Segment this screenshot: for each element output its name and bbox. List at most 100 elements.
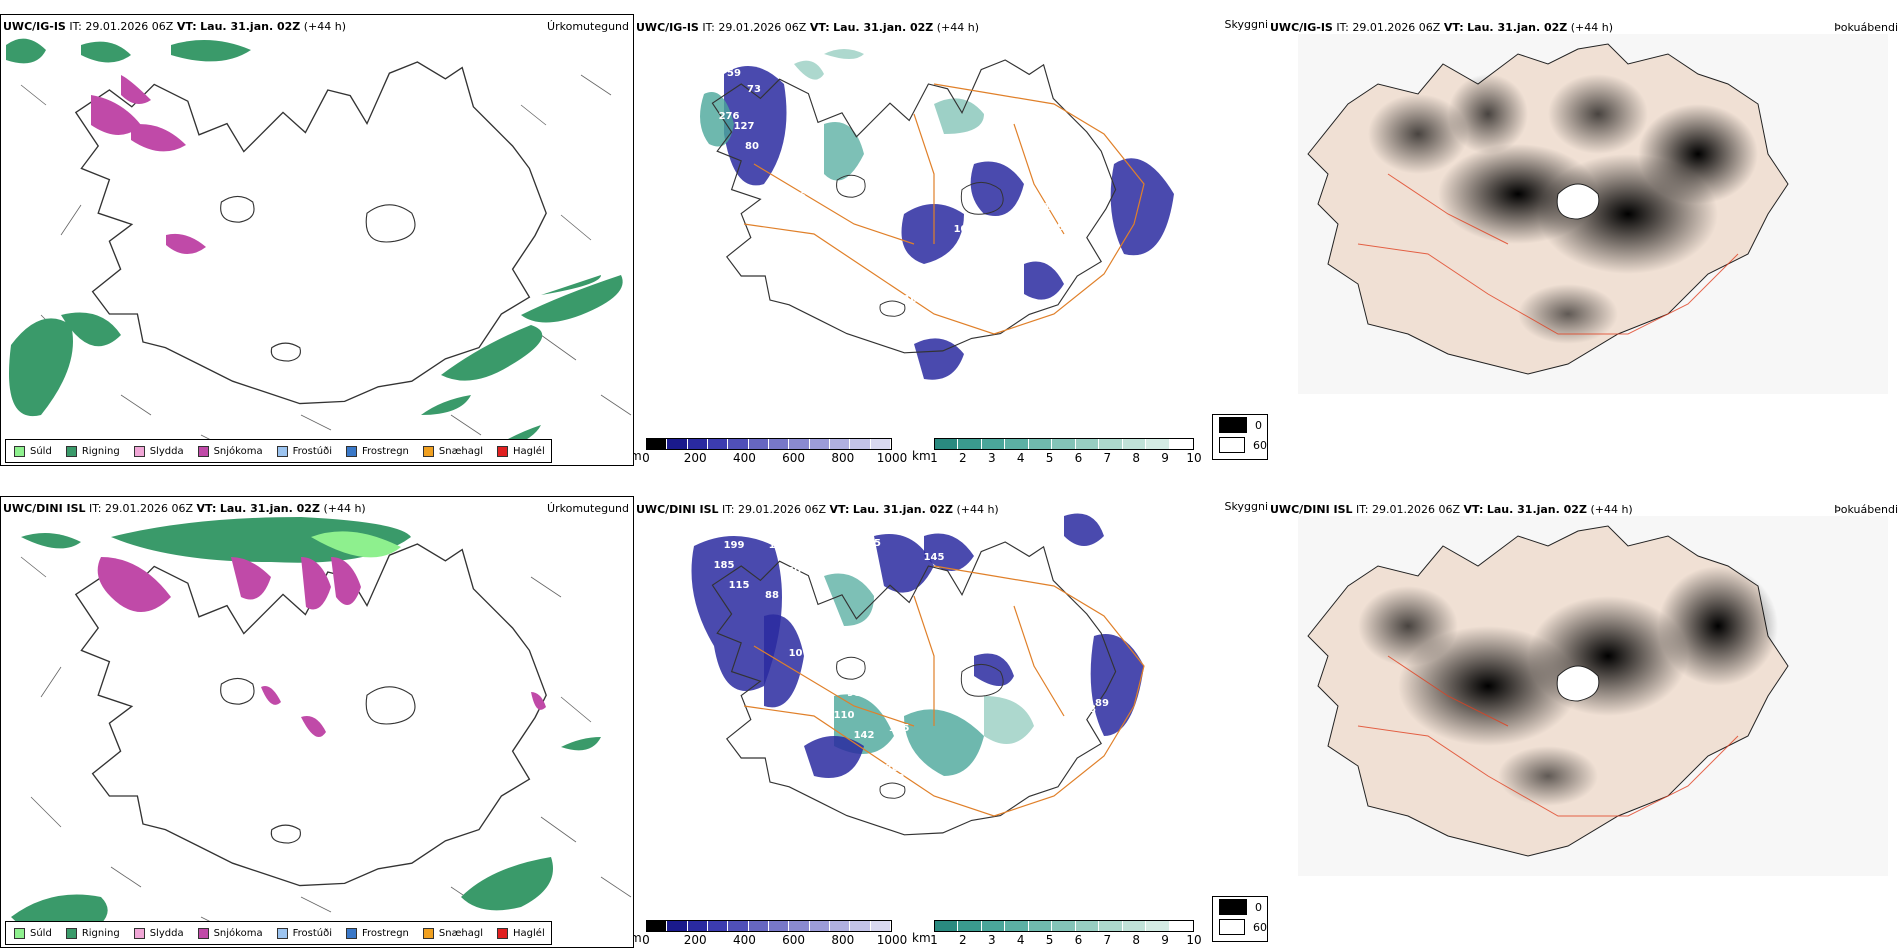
legend-swatch [422, 927, 434, 939]
legend-swatch [65, 927, 77, 939]
visibility-map: 199 190 185 60 115 88 51 63 53 107 87 98 110 142 135 85… [691, 513, 1145, 836]
colorbar-tick-label: 10 [1186, 933, 1202, 947]
visibility-value-label: 102 [954, 224, 975, 235]
colorbar-segment [870, 921, 891, 931]
visibility-value-label: 79 [1117, 528, 1131, 539]
visibility-value-label: 89 [1095, 698, 1109, 709]
fog-swatch-dark [1219, 417, 1247, 433]
fog-panel-row2: UWC/DINI ISL IT: 29.01.2026 06Z VT: Lau.… [1268, 496, 1900, 948]
visibility-value-label: 79 [892, 316, 906, 327]
colorbar-segment [1052, 439, 1076, 449]
panel-title: Skyggni [1224, 18, 1268, 31]
colorbar-segment [1122, 439, 1147, 449]
colorbar-tick-label: 1000 [876, 451, 908, 465]
colorbar-segment [728, 439, 749, 449]
panel-title: Þokuábendi [1834, 21, 1898, 34]
legend-label: Snjókoma [213, 927, 263, 939]
colorbar-tick-label: 9 [1161, 933, 1169, 947]
colorbar-tick-label: 3 [987, 933, 996, 947]
legend-swatch [346, 445, 357, 457]
legend-swatch [14, 927, 25, 939]
panel-header: UWC/IG-IS IT: 29.01.2026 06Z VT: Lau. 31… [3, 20, 347, 33]
fog-scale-box: 0 60 [1212, 414, 1268, 460]
colorbar-tick-label: 4 [1016, 933, 1025, 947]
colorbar-segment [1052, 921, 1076, 931]
colorbar-segment [687, 921, 708, 931]
visibility-value-label: 101 [734, 56, 755, 67]
fog-scale-box: 0 60 [1212, 896, 1268, 942]
legend-swatch [133, 927, 145, 939]
colorbar-segment [981, 439, 1006, 449]
colorbar-tick-label: 2 [959, 933, 967, 947]
visibility-panel-row1: UWC/IG-IS IT: 29.01.2026 06Z VT: Lau. 31… [634, 14, 1268, 466]
panel-title: Úrkomutegund [547, 20, 629, 33]
colorbar-segment [958, 439, 982, 449]
colorbar-tick-label: 800 [831, 933, 855, 947]
panel-header: UWC/IG-IS IT: 29.01.2026 06Z VT: Lau. 31… [636, 21, 980, 34]
visibility-value-label: 185 [714, 560, 735, 571]
visibility-labels: 199 190 185 60 115 88 51 63 53 107 87 98 110 142 135 85… [714, 528, 1131, 784]
colorbar-tick-label: 5 [1045, 933, 1054, 947]
colorbar-segment [1146, 439, 1170, 449]
precip-type-panel-row1: UWC/IG-IS IT: 29.01.2026 06Z VT: Lau. 31… [0, 14, 634, 466]
legend-label: Haglél [513, 927, 545, 939]
legend-label: Slydda [149, 927, 184, 939]
colorbar-segment [768, 439, 790, 449]
visibility-value-label: 30 [885, 763, 899, 774]
visibility-value-label: 142 [854, 730, 875, 741]
panel-title: Úrkomutegund [547, 502, 629, 515]
legend-label: Rigning [81, 445, 120, 457]
precip-legend: Súld Rigning Slydda Snjókoma Frostúði Fr… [5, 439, 552, 463]
visibility-value-label: 276 [719, 111, 740, 122]
fog-swatch-light [1219, 437, 1245, 453]
visibility-value-label: 98 [847, 688, 861, 699]
colorbar-segment [1075, 921, 1100, 931]
panel-title: Þokuábendi [1834, 503, 1898, 516]
visibility-value-label: 135 [889, 723, 910, 734]
visibility-value-label: 127 [734, 121, 755, 132]
precip-legend: Súld Rigning Slydda Snjókoma Frostúði Fr… [5, 921, 552, 945]
colorbar-tick-label: 400 [732, 451, 756, 465]
legend-label: Frostúði [292, 927, 332, 939]
precip-type-panel-row2: UWC/DINI ISL IT: 29.01.2026 06Z VT: Lau.… [0, 496, 634, 948]
height-colorbar: 0 200 400 600 800 1000 m [634, 920, 907, 947]
legend-swatch [14, 445, 25, 457]
legend-label: Frostúði [292, 445, 332, 457]
visibility-value-label: 63 [797, 606, 811, 617]
colorbar-unit: km [912, 931, 931, 945]
colorbar-segment [829, 439, 851, 449]
colorbar-tick-label: 200 [683, 933, 707, 947]
visibility-value-label: 88 [1082, 704, 1096, 715]
colorbar-tick-label: 1 [930, 451, 938, 465]
panel-header: UWC/DINI ISL IT: 29.01.2026 06Z VT: Lau.… [1270, 503, 1633, 516]
visibility-colorbar: 1 2 3 4 5 6 7 8 9 10 km [912, 438, 1202, 465]
road-network [743, 565, 1145, 817]
visibility-value-label: 53 [795, 622, 809, 633]
colorbar-segment [850, 921, 871, 931]
colorbar-segment [958, 921, 982, 931]
colorbar-segment [789, 921, 810, 931]
colorbar-segment [809, 921, 830, 931]
colorbar-tick-label: 0 [642, 933, 650, 947]
colorbar-segment [748, 921, 769, 931]
legend-swatch [422, 445, 434, 457]
visibility-value-label: 107 [789, 648, 810, 659]
visibility-value-label: 115 [729, 580, 750, 591]
legend-label: Haglél [513, 445, 545, 457]
colorbar-segment [748, 439, 769, 449]
colorbar-unit: m [634, 931, 642, 945]
colorbar-tick-label: 200 [683, 451, 707, 465]
legend-swatch [276, 445, 288, 457]
legend-label: Snjókoma [213, 445, 263, 457]
colorbar-segment [935, 439, 959, 449]
colorbar-segment [829, 921, 851, 931]
panel-title: Skyggni [1224, 500, 1268, 513]
fog-panel-row1: UWC/IG-IS IT: 29.01.2026 06Z VT: Lau. 31… [1268, 14, 1900, 466]
legend-label: Súld [30, 445, 52, 457]
visibility-value-label: 56 [792, 191, 806, 202]
colorbar-segment [768, 921, 790, 931]
legend-swatch [197, 445, 209, 457]
colorbar-segment [1169, 921, 1193, 931]
colorbar-segment [1122, 921, 1147, 931]
colorbar-segment [1005, 921, 1029, 931]
